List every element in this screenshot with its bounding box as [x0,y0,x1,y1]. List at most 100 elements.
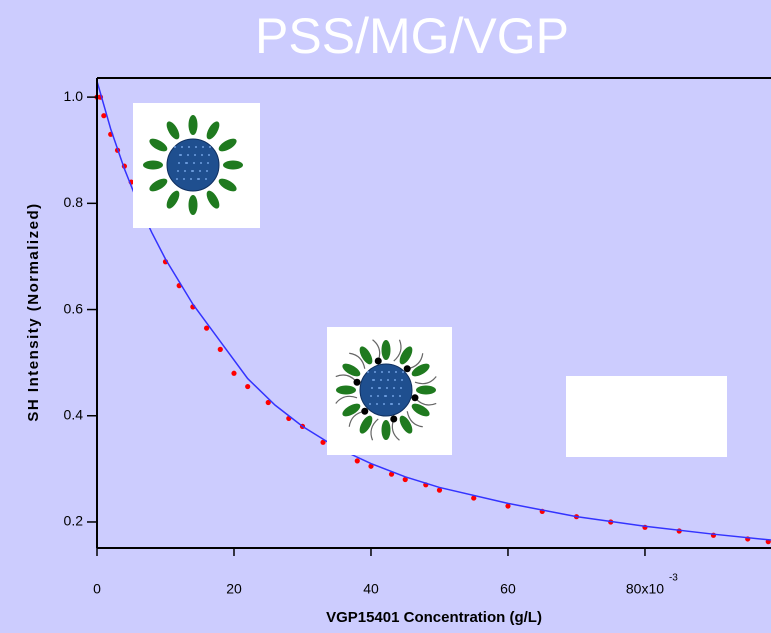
nanoparticle-texture [193,162,195,164]
data-point [320,439,326,445]
dye-molecule [359,415,373,434]
chart-title: PSS/MG/VGP [255,8,569,64]
dye-molecule [188,195,198,215]
nanoparticle-texture [372,379,374,381]
dye-molecule [206,190,220,209]
nanoparticle-texture [369,403,371,405]
nanoparticle-texture [201,154,203,156]
nanoparticle-texture [188,146,190,148]
nanoparticle-texture [177,170,179,172]
data-point [471,495,477,501]
dye-molecule [411,363,430,377]
nanoparticle-texture [197,178,199,180]
surfactant-head [411,394,419,402]
surfactant-head [403,365,411,373]
nanoparticle-texture [190,178,192,180]
data-point [388,471,395,477]
surfactant-tail [406,411,423,428]
dye-molecule [359,346,373,365]
dye-molecule [416,385,436,395]
nanoparticle-texture [376,403,378,405]
nanoparticle-texture [187,154,189,156]
data-point [245,383,251,390]
blank-inset [566,376,727,457]
y-tick-label: 0.2 [64,513,84,529]
nanoparticle-texture [200,162,202,164]
data-point [265,399,271,406]
nanoparticle-texture [208,154,210,156]
nanoparticle-texture [209,146,211,148]
dye-molecule [218,138,237,152]
y-tick-label: 0.6 [64,300,84,316]
dye-molecule [411,403,430,417]
data-point [402,476,408,483]
surfactant-head [390,415,398,423]
x-tick-label: 80x10 [626,581,664,597]
nanoparticle-texture [184,170,186,172]
data-point [101,113,107,119]
nanoparticle-texture [381,371,383,373]
dye-molecule [399,346,413,365]
nanoparticle-texture [185,162,187,164]
x-tick-label: 40 [363,581,379,597]
nanoparticle-texture [388,371,390,373]
data-point [354,458,360,464]
x-tick-label: 20 [226,581,242,597]
nanoparticle-texture [183,178,185,180]
nanoparticle-texture [174,146,176,148]
nanoparticle-texture [399,395,401,397]
x-axis-title: VGP15401 Concentration (g/L) [326,609,542,626]
y-axis-title: SH Intensity (Normalized) [25,202,42,421]
dye-molecule [342,403,361,417]
data-point [368,463,374,469]
data-point [203,325,210,331]
surfactant-tail [414,376,437,385]
x-tick-label: 0 [93,581,101,597]
nanoparticle-texture [374,371,376,373]
nanoparticle-texture [398,403,400,405]
nanoparticle-texture [386,387,388,389]
dye-molecule [166,121,180,140]
nanoparticle-texture [393,387,395,389]
nanoparticle-texture [207,162,209,164]
nanoparticle-texture [178,162,180,164]
y-tick-label: 1.0 [64,88,84,104]
dye-molecule [166,190,180,209]
dye-molecule [149,138,168,152]
nanoparticle-texture [367,371,369,373]
surfactant-head [374,357,382,365]
surfactant-tail [370,418,379,441]
dye-molecule [342,363,361,377]
nanoparticle-texture [371,387,373,389]
surfactant-tail [349,352,366,369]
dye-molecule [381,340,391,360]
nanoparticle-texture [370,395,372,397]
nanoparticle-texture [176,178,178,180]
y-tick-label: 0.8 [64,194,84,210]
nanoparticle-texture [181,146,183,148]
nanoparticle-texture [392,395,394,397]
nanoparticle-texture [390,403,392,405]
nanoparticle-texture [202,146,204,148]
dye-molecule [381,420,391,440]
nanoparticle-texture [194,154,196,156]
nanoparticle-texture [195,146,197,148]
dye-molecule [336,385,356,395]
x-tick-exponent: -3 [669,573,678,584]
dye-molecule [188,115,198,135]
dye-molecule [206,121,220,140]
fit-line [96,80,771,541]
surfactant-head [353,378,361,386]
nanoparticle-texture [179,154,181,156]
y-tick-label: 0.4 [64,406,84,422]
nanoparticle-texture [402,371,404,373]
nanoparticle-texture [384,395,386,397]
nanoparticle-texture [380,379,382,381]
nanoparticle-texture [383,403,385,405]
data-point [436,487,443,493]
nanoparticle-texture [191,170,193,172]
dye-molecule [218,178,237,192]
dye-molecule [223,160,243,170]
dye-molecule [149,178,168,192]
nanoparticle-texture [395,371,397,373]
